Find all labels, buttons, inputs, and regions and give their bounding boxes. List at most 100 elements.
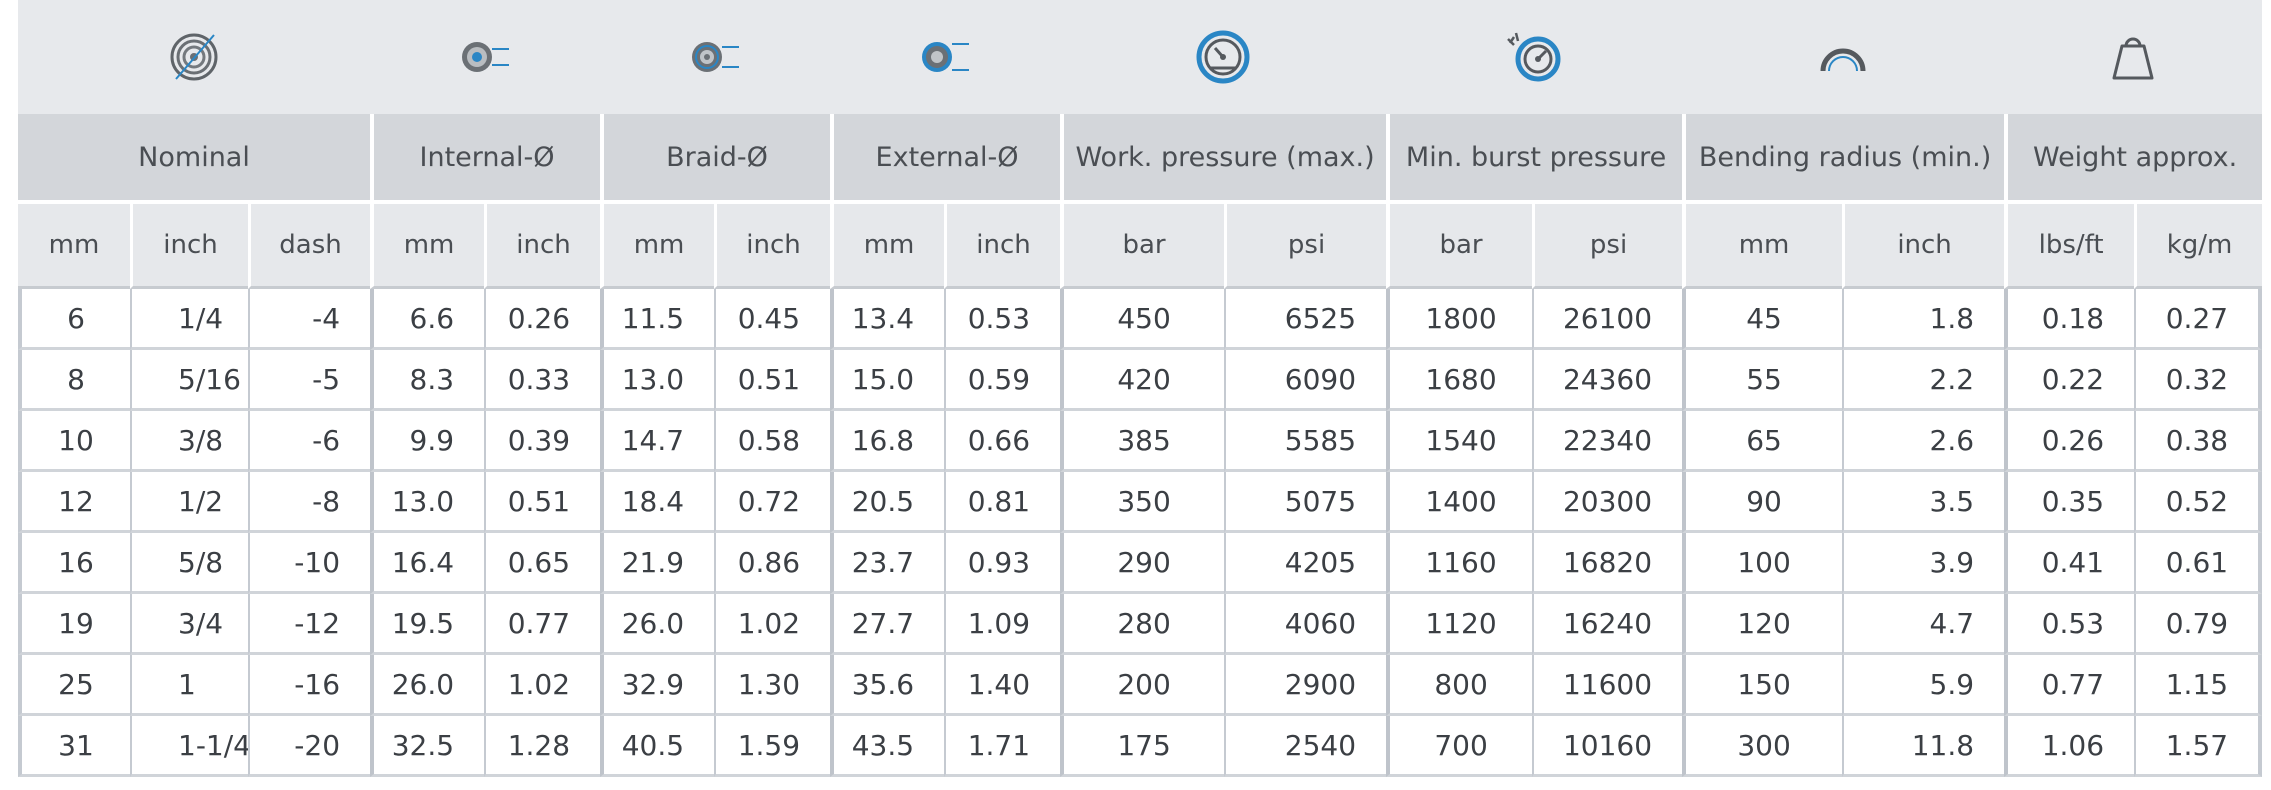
table-cell: 19.5 bbox=[370, 594, 485, 655]
table-cell: 0.93 bbox=[944, 533, 1061, 594]
table-cell: 45 bbox=[1682, 289, 1843, 350]
table-cell: 0.81 bbox=[944, 472, 1061, 533]
table-cell: 1 bbox=[130, 655, 248, 716]
group-header-external-diameter: External-Ø bbox=[830, 114, 1061, 204]
unit-header: inch bbox=[944, 204, 1061, 289]
table-row: 12 1/2 -8 13.0 0.51 18.4 0.72 20.5 0.81 350 5075 14… bbox=[18, 472, 2263, 533]
unit-header: kg/m bbox=[2134, 204, 2263, 289]
table-cell: 16240 bbox=[1532, 594, 1683, 655]
table-cell: 0.72 bbox=[714, 472, 831, 533]
table-cell: 65 bbox=[1682, 411, 1843, 472]
table-cell: 32.5 bbox=[370, 716, 485, 777]
table-cell: 1400 bbox=[1386, 472, 1533, 533]
table-cell: 0.53 bbox=[944, 289, 1061, 350]
group-header-internal-diameter: Internal-Ø bbox=[370, 114, 601, 204]
table-cell: 13.0 bbox=[370, 472, 485, 533]
table-body: 6 1/4 -4 6.6 0.26 11.5 0.45 13.4 0.53 450 6525 1800… bbox=[18, 289, 2263, 777]
unit-header: inch bbox=[484, 204, 601, 289]
table-row: 25 1 -16 26.0 1.02 32.9 1.30 35.6 1.40 200 2900 800… bbox=[18, 655, 2263, 716]
table-cell: 15.0 bbox=[830, 350, 945, 411]
table-cell: 1.8 bbox=[1842, 289, 2005, 350]
table-cell: 280 bbox=[1060, 594, 1225, 655]
table-cell: 2.2 bbox=[1842, 350, 2005, 411]
table-cell: 25 bbox=[18, 655, 130, 716]
table-cell: 3/4 bbox=[130, 594, 248, 655]
table-cell: 0.27 bbox=[2134, 289, 2263, 350]
table-cell: 11600 bbox=[1532, 655, 1683, 716]
table-cell: 90 bbox=[1682, 472, 1843, 533]
table-cell: 4205 bbox=[1224, 533, 1387, 594]
unit-header: mm bbox=[600, 204, 715, 289]
table-cell: 0.38 bbox=[2134, 411, 2263, 472]
table-cell: 1.40 bbox=[944, 655, 1061, 716]
table-cell: 10 bbox=[18, 411, 130, 472]
table-cell: 0.32 bbox=[2134, 350, 2263, 411]
table-cell: 1.71 bbox=[944, 716, 1061, 777]
table-cell: 1.02 bbox=[484, 655, 601, 716]
table-row: 8 5/16 -5 8.3 0.33 13.0 0.51 15.0 0.59 420 6090 168… bbox=[18, 350, 2263, 411]
table-cell: 13.0 bbox=[600, 350, 715, 411]
table-cell: 385 bbox=[1060, 411, 1225, 472]
table-cell: 27.7 bbox=[830, 594, 945, 655]
unit-header: psi bbox=[1532, 204, 1683, 289]
table-cell: 23.7 bbox=[830, 533, 945, 594]
bending-radius-icon bbox=[1682, 0, 2004, 114]
table-cell: -10 bbox=[248, 533, 371, 594]
table-cell: 8 bbox=[18, 350, 130, 411]
table-cell: 1.09 bbox=[944, 594, 1061, 655]
table-cell: 0.79 bbox=[2134, 594, 2263, 655]
table-cell: 0.26 bbox=[2004, 411, 2135, 472]
table-cell: 10160 bbox=[1532, 716, 1683, 777]
unit-header: inch bbox=[1842, 204, 2005, 289]
table-cell: 1800 bbox=[1386, 289, 1533, 350]
table-cell: 1.30 bbox=[714, 655, 831, 716]
table-cell: 0.33 bbox=[484, 350, 601, 411]
table-cell: -8 bbox=[248, 472, 371, 533]
table-cell: 5585 bbox=[1224, 411, 1387, 472]
table-cell: 0.61 bbox=[2134, 533, 2263, 594]
table-cell: 18.4 bbox=[600, 472, 715, 533]
table-cell: 2540 bbox=[1224, 716, 1387, 777]
table-cell: 0.59 bbox=[944, 350, 1061, 411]
unit-header: mm bbox=[370, 204, 485, 289]
table-cell: 6525 bbox=[1224, 289, 1387, 350]
table-cell: 43.5 bbox=[830, 716, 945, 777]
table-cell: 26.0 bbox=[600, 594, 715, 655]
table-cell: 19 bbox=[18, 594, 130, 655]
table-cell: 21.9 bbox=[600, 533, 715, 594]
table-cell: 6 bbox=[18, 289, 130, 350]
table-cell: 175 bbox=[1060, 716, 1225, 777]
table-cell: 22340 bbox=[1532, 411, 1683, 472]
table-cell: 11.8 bbox=[1842, 716, 2005, 777]
table-cell: 5075 bbox=[1224, 472, 1387, 533]
table-cell: 26100 bbox=[1532, 289, 1683, 350]
table-cell: 0.22 bbox=[2004, 350, 2135, 411]
table-cell: 1.02 bbox=[714, 594, 831, 655]
table-cell: 12 bbox=[18, 472, 130, 533]
working-pressure-gauge-icon bbox=[1060, 0, 1386, 114]
table-cell: 0.41 bbox=[2004, 533, 2135, 594]
group-header-nominal: Nominal bbox=[18, 114, 371, 204]
table-cell: 8.3 bbox=[370, 350, 485, 411]
table-cell: 5/16 bbox=[130, 350, 248, 411]
table-cell: 26.0 bbox=[370, 655, 485, 716]
hose-spec-table: Nominal Internal-Ø Braid-Ø External-Ø Wo… bbox=[18, 114, 2263, 777]
table-cell: 14.7 bbox=[600, 411, 715, 472]
table-row: 31 1-1/4 -20 32.5 1.28 40.5 1.59 43.5 1.71 175 254… bbox=[18, 716, 2263, 777]
table-cell: 150 bbox=[1682, 655, 1843, 716]
table-cell: 3.9 bbox=[1842, 533, 2005, 594]
table-cell: 1.28 bbox=[484, 716, 601, 777]
table-cell: 0.66 bbox=[944, 411, 1061, 472]
group-header-bending-radius: Bending radius (min.) bbox=[1682, 114, 2005, 204]
table-cell: 0.77 bbox=[484, 594, 601, 655]
braid-diameter-icon bbox=[600, 0, 830, 114]
table-row: 16 5/8 -10 16.4 0.65 21.9 0.86 23.7 0.93 290 4205 1… bbox=[18, 533, 2263, 594]
table-cell: 800 bbox=[1386, 655, 1533, 716]
table-cell: -20 bbox=[248, 716, 371, 777]
group-header-weight: Weight approx. bbox=[2004, 114, 2263, 204]
icon-band bbox=[18, 0, 2262, 114]
table-cell: 0.52 bbox=[2134, 472, 2263, 533]
table-cell: 16.4 bbox=[370, 533, 485, 594]
table-cell: 16820 bbox=[1532, 533, 1683, 594]
table-cell: 420 bbox=[1060, 350, 1225, 411]
